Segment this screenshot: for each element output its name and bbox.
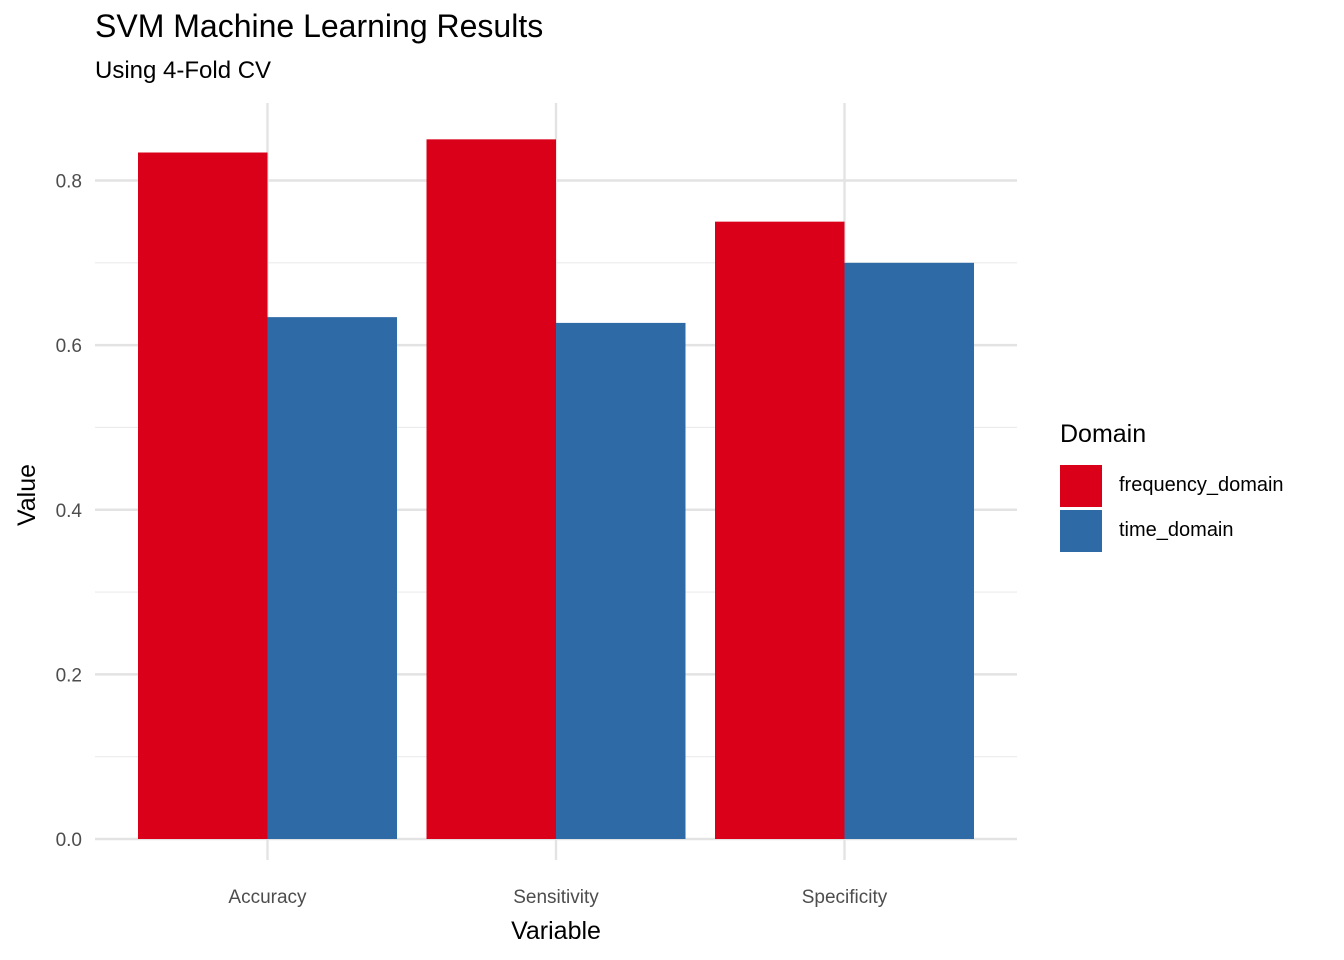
x-tick-label: Specificity [802, 887, 888, 908]
y-tick-label: 0.4 [56, 501, 83, 522]
x-tick-label: Accuracy [228, 887, 307, 908]
bar-frequency-domain-accuracy [138, 152, 268, 840]
bar-time-domain-sensitivity [556, 322, 686, 839]
chart-title: SVM Machine Learning Results [95, 8, 544, 44]
bar-frequency-domain-sensitivity [426, 139, 556, 839]
bar-time-domain-accuracy [267, 317, 397, 839]
y-axis-title: Value [13, 464, 41, 526]
legend-item-time-domain: time_domain [1060, 508, 1284, 553]
y-tick-label: 0.6 [56, 336, 82, 357]
legend: Domain frequency_domain time_domain [1060, 420, 1284, 553]
legend-item-frequency-domain: frequency_domain [1060, 463, 1284, 508]
legend-label-time-domain: time_domain [1119, 519, 1234, 541]
chart-subtitle: Using 4-Fold CV [95, 57, 272, 84]
bar-time-domain-specificity [844, 262, 974, 839]
y-tick-label: 0.0 [56, 830, 82, 851]
y-tick-label: 0.8 [56, 172, 82, 193]
x-axis-title: Variable [511, 917, 601, 945]
bar-frequency-domain-specificity [715, 221, 845, 839]
legend-title: Domain [1060, 420, 1147, 448]
legend-swatch-frequency-domain [1060, 464, 1102, 507]
y-tick-label: 0.2 [56, 665, 82, 686]
x-tick-label: Sensitivity [513, 887, 599, 908]
legend-label-frequency-domain: frequency_domain [1119, 474, 1284, 496]
legend-swatch-time-domain [1060, 509, 1102, 552]
